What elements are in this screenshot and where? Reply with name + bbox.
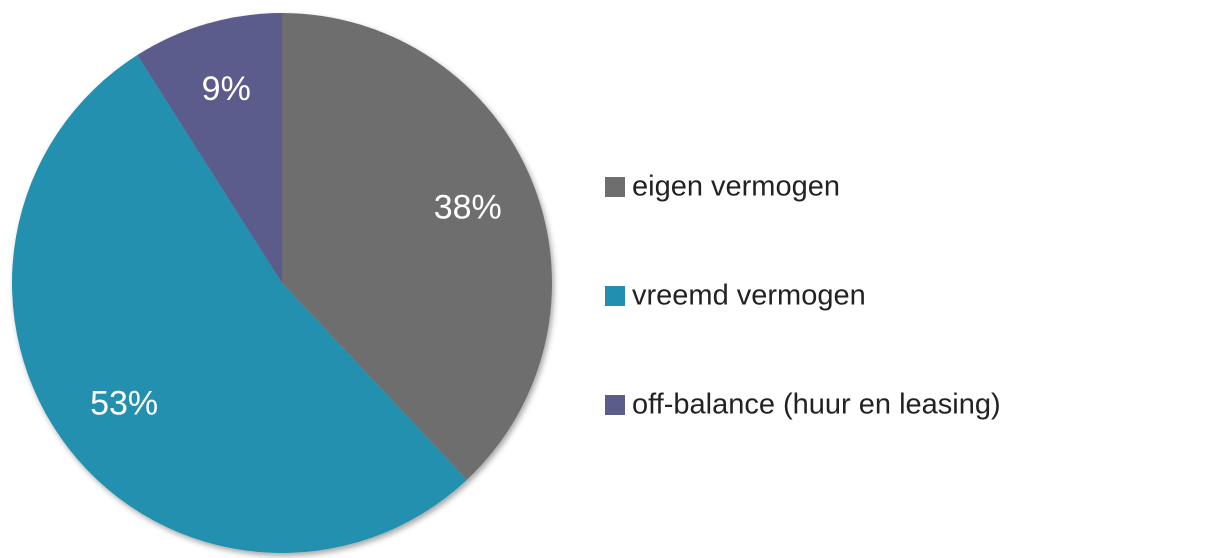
- legend-label: eigen vermogen: [632, 171, 840, 203]
- slice-label: 9%: [202, 70, 251, 108]
- legend-swatch: [605, 286, 625, 306]
- pie-slice: [11, 55, 467, 554]
- legend-swatch: [605, 395, 625, 415]
- slice-label: 38%: [434, 188, 502, 226]
- pie: [11, 13, 552, 554]
- legend-label: vreemd vermogen: [632, 280, 866, 312]
- legend-label: off-balance (huur en leasing): [632, 389, 1001, 421]
- slice-label: 53%: [90, 384, 158, 422]
- legend-swatch: [605, 177, 625, 197]
- pie-slice: [282, 13, 552, 480]
- pie-slice: [137, 13, 282, 283]
